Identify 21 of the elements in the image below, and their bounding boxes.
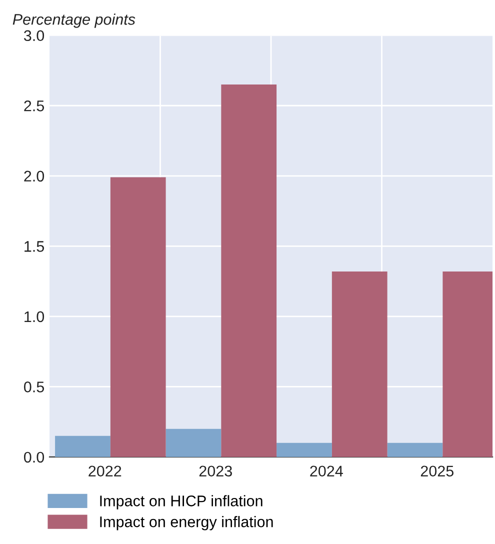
bar [55, 436, 110, 457]
y-tick-label: 0.0 [24, 452, 44, 463]
legend-label: Impact on energy inflation [100, 516, 273, 530]
bar [387, 442, 443, 457]
bar [332, 271, 388, 457]
legend-label: Impact on HICP inflation [100, 495, 262, 510]
x-tick-label: 2023 [199, 466, 232, 477]
bar [221, 84, 277, 457]
y-tick-label: 0.5 [24, 382, 44, 392]
x-tick-label: 2025 [420, 466, 454, 477]
y-tick-label: 2.0 [24, 170, 44, 182]
bar [110, 177, 166, 457]
bar [276, 442, 332, 457]
y-tick-label: 1.0 [24, 311, 44, 322]
y-tick-label: 1.5 [24, 241, 44, 252]
bar [166, 428, 222, 457]
y-tick-label: 2.5 [24, 100, 44, 112]
y-axis-title: Percentage points [12, 14, 136, 28]
x-tick-label: 2022 [88, 466, 122, 477]
x-tick-label: 2024 [310, 466, 343, 477]
y-tick-label: 3.0 [24, 30, 44, 42]
